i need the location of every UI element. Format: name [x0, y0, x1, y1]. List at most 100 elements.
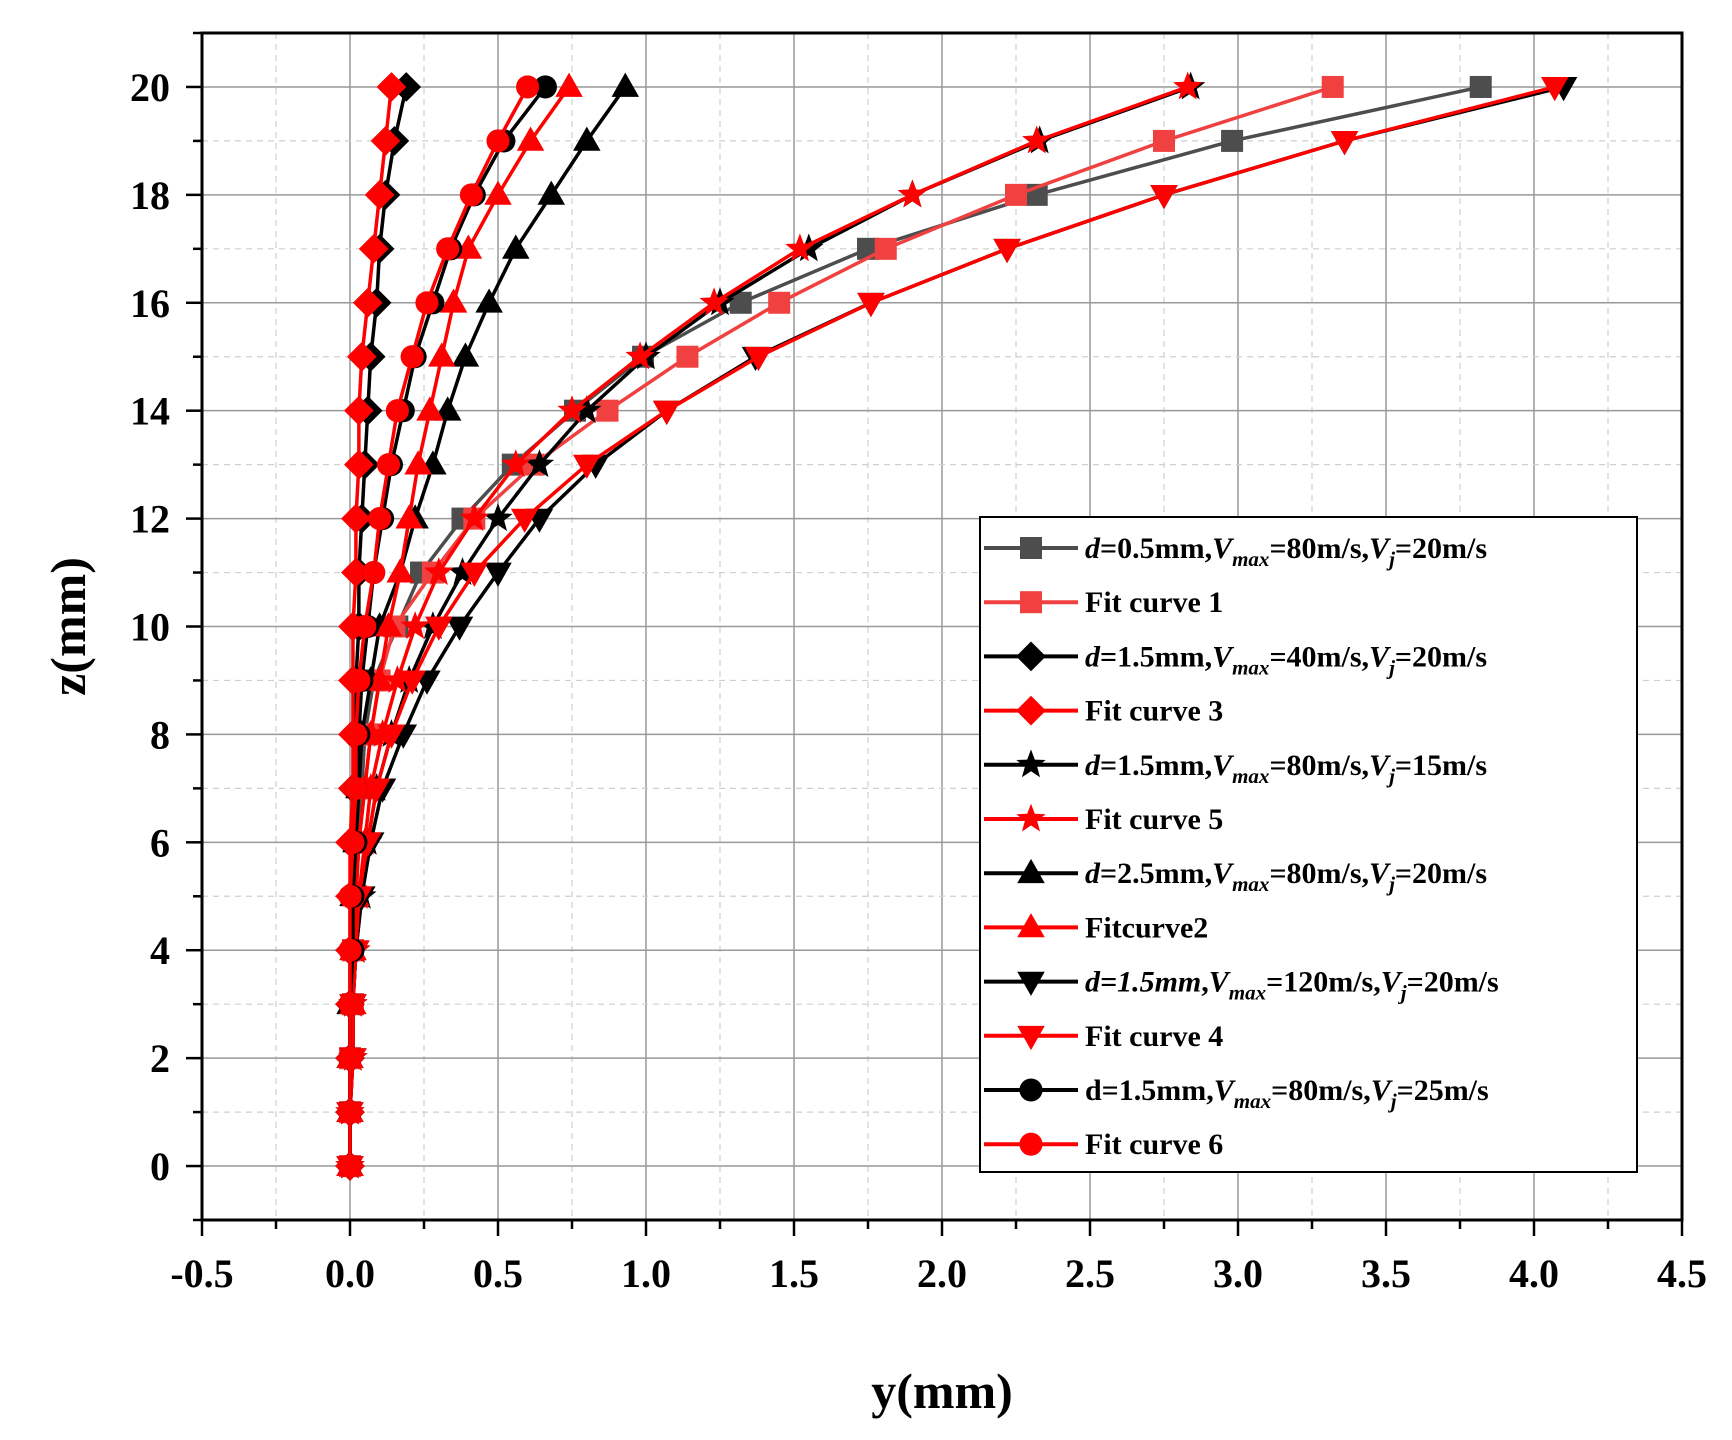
data-point-f6 — [376, 453, 401, 477]
data-point-s1 — [1221, 129, 1244, 152]
legend-label-f1: Fit curve 1 — [1085, 586, 1223, 619]
data-point-f5 — [625, 341, 655, 370]
legend-marker-s6 — [1019, 1078, 1043, 1102]
legend-subscript: j — [1386, 547, 1395, 571]
legend-text-part: =80m/s, — [1271, 1074, 1371, 1107]
data-point-f3 — [341, 557, 371, 588]
legend-text-part: d — [1085, 857, 1101, 890]
data-point-s4 — [484, 562, 512, 587]
data-point-f5 — [785, 233, 815, 262]
legend-box — [979, 516, 1638, 1173]
data-point-f1 — [874, 237, 897, 260]
ticks — [186, 31, 1684, 1236]
data-point-f2 — [416, 396, 444, 421]
data-point-f6 — [415, 291, 439, 315]
legend-text-part: V — [1369, 640, 1392, 673]
legend-text-part: V — [1369, 857, 1392, 890]
data-point-f4 — [460, 562, 489, 587]
data-point-f6 — [486, 129, 510, 153]
data-point-s1 — [1469, 75, 1492, 98]
data-point-f5 — [897, 179, 928, 208]
y-tick-label: 2 — [150, 1036, 170, 1081]
legend-subscript: max — [1232, 547, 1269, 571]
legend-entry-s5: d=1.5mm,Vmax=80m/s,Vj=15m/s — [984, 749, 1487, 788]
legend-text-part: =80m/s, — [1269, 532, 1369, 565]
legend-entry-s4: d=1.5mm,Vmax=120m/s,Vj=20m/s — [984, 966, 1499, 1005]
data-point-f4 — [573, 454, 601, 479]
data-point-f5 — [382, 665, 413, 693]
legend-text-part: =20m/s — [1395, 532, 1487, 565]
legend-text-part: =25m/s — [1397, 1074, 1489, 1107]
legend-text-part: =2.5mm, — [1100, 857, 1212, 890]
legend-marker-f1 — [1020, 591, 1042, 614]
legend-label-f5: Fit curve 5 — [1085, 803, 1223, 836]
legend-entry-f5: Fit curve 5 — [984, 803, 1223, 836]
x-tick-label: -0.5 — [170, 1251, 233, 1296]
legend-text-part: V — [1369, 532, 1392, 565]
data-point-s1 — [729, 291, 752, 314]
legend-subscript: max — [1232, 764, 1269, 788]
legend-label-s6: d=1.5mm,Vmax=80m/s,Vj=25m/s — [1085, 1074, 1489, 1113]
legend-subscript: j — [1386, 872, 1395, 896]
data-point-f5 — [459, 503, 489, 532]
legend-text-part: V — [1212, 749, 1235, 782]
data-point-s6 — [533, 75, 557, 99]
data-point-f1 — [768, 291, 791, 314]
legend-marker-s3 — [1016, 641, 1046, 672]
data-point-f3 — [370, 126, 401, 156]
legend-text-part: V — [1371, 1074, 1394, 1107]
legend-label-s5: d=1.5mm,Vmax=80m/s,Vj=15m/s — [1085, 749, 1487, 788]
legend-text-part: V — [1214, 1074, 1237, 1107]
series-f6 — [338, 75, 540, 1178]
data-point-f1 — [1321, 75, 1344, 98]
data-point-f4 — [1330, 131, 1359, 156]
data-point-f3 — [344, 449, 374, 480]
data-point-f3 — [358, 233, 389, 264]
data-point-f2 — [484, 180, 512, 205]
data-point-f4 — [510, 508, 539, 533]
legend-marker-f4 — [1017, 1025, 1045, 1051]
data-point-f4 — [993, 238, 1021, 264]
data-point-f6 — [338, 1046, 362, 1070]
data-point-s2 — [451, 342, 480, 367]
data-point-f6 — [385, 399, 409, 423]
data-point-f4 — [362, 778, 391, 803]
data-point-f4 — [652, 400, 681, 425]
data-point-s4 — [445, 616, 474, 641]
legend-marker-f3 — [1016, 695, 1046, 726]
data-point-f4 — [1150, 184, 1178, 210]
x-tick-label: 3.5 — [1361, 1251, 1411, 1296]
y-tick-label: 10 — [130, 605, 170, 650]
data-point-f5 — [1173, 71, 1203, 100]
legend-text-part: d — [1085, 749, 1101, 782]
data-point-f1 — [676, 345, 699, 368]
legend-entry-f6: Fit curve 6 — [984, 1128, 1223, 1161]
data-point-f2 — [404, 450, 432, 475]
series-layer — [335, 71, 1578, 1181]
legend-label-s3: d=1.5mm,Vmax=40m/s,Vj=20m/s — [1085, 640, 1487, 679]
data-point-f6 — [436, 237, 460, 261]
data-point-f2 — [439, 288, 468, 313]
y-tick-label: 4 — [150, 928, 170, 973]
legend-subscript: j — [1386, 764, 1395, 788]
data-point-f4 — [425, 616, 453, 641]
data-point-f2 — [516, 126, 545, 151]
legend-subscript: j — [1398, 981, 1407, 1005]
legend-text-part: d=1.5mm, — [1085, 1074, 1214, 1107]
data-point-f4 — [377, 724, 406, 749]
data-point-f6 — [347, 668, 371, 693]
data-point-f5 — [501, 449, 531, 478]
x-tick-label: 2.0 — [917, 1251, 967, 1296]
x-tick-label: 1.5 — [769, 1251, 819, 1296]
x-tick-label: 0.0 — [325, 1251, 375, 1296]
legend-entry-s1: d=0.5mm,Vmax=80m/s,Vj=20m/s — [984, 532, 1487, 571]
data-point-f4 — [398, 670, 426, 695]
legend-text-part: d — [1085, 532, 1101, 565]
data-point-f1 — [1005, 183, 1027, 206]
legend-entry-s6: d=1.5mm,Vmax=80m/s,Vj=25m/s — [984, 1074, 1489, 1113]
data-point-f6 — [338, 938, 362, 962]
legend-entry-s2: d=2.5mm,Vmax=80m/s,Vj=20m/s — [984, 857, 1487, 896]
legend-text-part: =120m/s, — [1266, 966, 1381, 999]
